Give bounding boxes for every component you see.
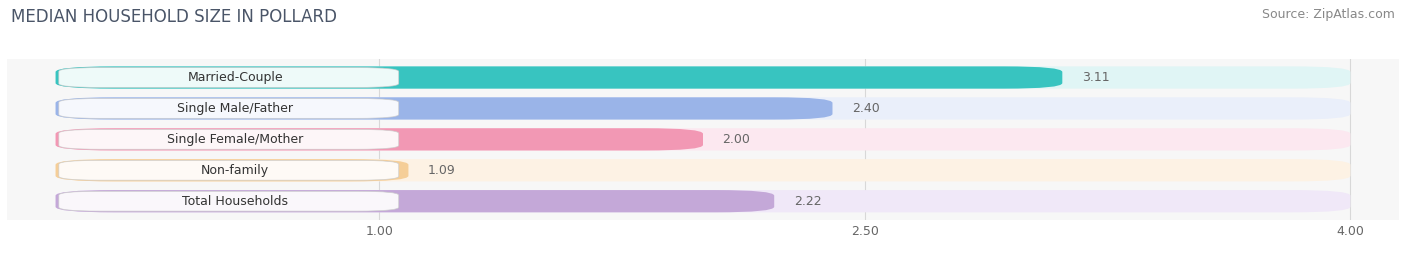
Text: MEDIAN HOUSEHOLD SIZE IN POLLARD: MEDIAN HOUSEHOLD SIZE IN POLLARD: [11, 8, 337, 26]
FancyBboxPatch shape: [56, 159, 408, 181]
FancyBboxPatch shape: [59, 99, 399, 118]
Text: Single Female/Mother: Single Female/Mother: [167, 133, 304, 146]
FancyBboxPatch shape: [59, 129, 399, 149]
FancyBboxPatch shape: [59, 160, 399, 180]
Text: 2.00: 2.00: [723, 133, 751, 146]
FancyBboxPatch shape: [56, 66, 1063, 89]
FancyBboxPatch shape: [56, 159, 1350, 181]
FancyBboxPatch shape: [56, 128, 703, 151]
FancyBboxPatch shape: [59, 191, 399, 211]
FancyBboxPatch shape: [56, 190, 1350, 212]
Text: 3.11: 3.11: [1081, 71, 1109, 84]
FancyBboxPatch shape: [59, 68, 399, 87]
Text: Single Male/Father: Single Male/Father: [177, 102, 294, 115]
Text: Total Households: Total Households: [183, 195, 288, 208]
FancyBboxPatch shape: [56, 66, 1350, 89]
FancyBboxPatch shape: [56, 128, 1350, 151]
Text: 1.09: 1.09: [427, 164, 456, 177]
FancyBboxPatch shape: [56, 190, 775, 212]
Text: 2.40: 2.40: [852, 102, 880, 115]
Text: Non-family: Non-family: [201, 164, 270, 177]
Text: Married-Couple: Married-Couple: [187, 71, 283, 84]
Text: Source: ZipAtlas.com: Source: ZipAtlas.com: [1261, 8, 1395, 21]
FancyBboxPatch shape: [56, 97, 1350, 120]
FancyBboxPatch shape: [56, 97, 832, 120]
Text: 2.22: 2.22: [793, 195, 821, 208]
